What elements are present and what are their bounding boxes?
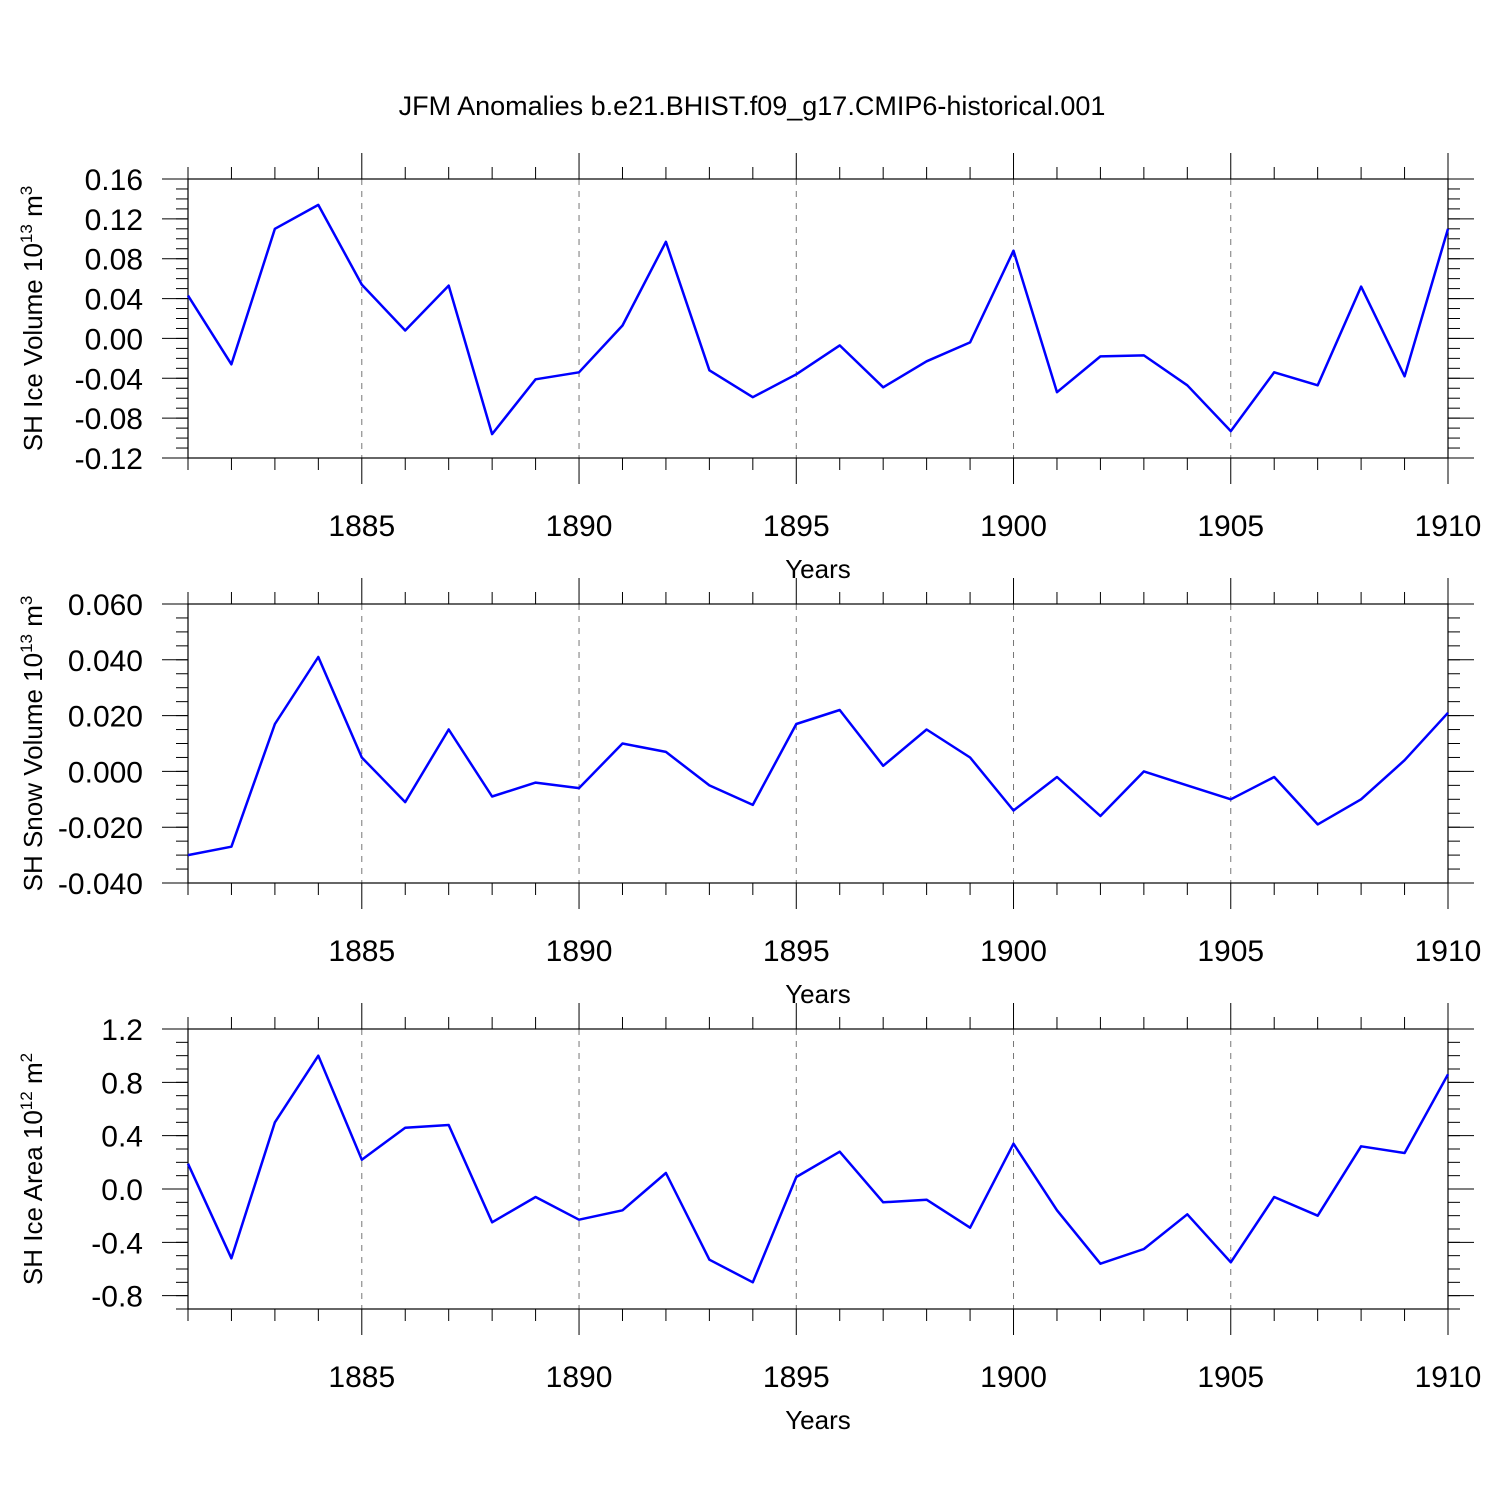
series-line-snow-volume: [187, 655, 1449, 857]
x-tick-label: 1905: [1197, 935, 1264, 968]
x-tick-label: 1900: [980, 1361, 1047, 1394]
plot-frame: [187, 603, 1449, 884]
y-tick-label: -0.8: [91, 1281, 143, 1314]
plot-frame: [187, 1028, 1449, 1310]
x-tick-label: 1895: [763, 935, 830, 968]
x-tick-label: 1890: [546, 1361, 613, 1394]
y-tick-label: 0.12: [85, 204, 143, 237]
x-tick-label: 1905: [1197, 510, 1264, 543]
y-tick-label: 1.2: [101, 1014, 143, 1047]
chart-title: JFM Anomalies b.e21.BHIST.f09_g17.CMIP6-…: [399, 91, 1106, 121]
x-tick-label: 1890: [546, 935, 613, 968]
y-tick-label: 0.08: [85, 244, 143, 277]
x-tick-label: 1885: [328, 510, 395, 543]
x-tick-label: 1910: [1415, 935, 1482, 968]
y-tick-label: 0.8: [101, 1067, 143, 1100]
y-tick-label: 0.040: [68, 645, 143, 678]
x-axis-title: Years: [785, 1405, 851, 1435]
panel-ice-volume: -0.12 -0.08 -0.04 0.00 0.04 0.08 0.12 0.16 1885 1…: [17, 153, 1481, 584]
y-tick-label: 0.020: [68, 701, 143, 734]
x-axis-title: Years: [785, 979, 851, 1009]
y-tick-label: -0.020: [58, 812, 143, 845]
y-axis-title: SH Snow Volume 1013 m3: [17, 596, 48, 892]
x-tick-label: 1910: [1415, 510, 1482, 543]
series-line-ice-area: [186, 1054, 1450, 1284]
y-tick-label: -0.4: [91, 1227, 143, 1260]
x-axis-title: Years: [785, 554, 851, 584]
y-axis-title: SH Ice Area 1012 m2: [17, 1053, 48, 1285]
x-tick-label: 1895: [763, 510, 830, 543]
y-tick-label: -0.04: [75, 363, 143, 396]
x-tick-label: 1885: [328, 1361, 395, 1394]
x-tick-label: 1905: [1197, 1361, 1264, 1394]
y-tick-label: 0.04: [85, 284, 143, 317]
x-tick-label: 1890: [546, 510, 613, 543]
x-tick-label: 1900: [980, 935, 1047, 968]
y-tick-label: -0.08: [75, 403, 143, 436]
series-line-ice-volume: [186, 203, 1450, 436]
y-tick-label: 0.0: [101, 1174, 143, 1207]
y-tick-label: 0.16: [85, 164, 143, 197]
panel-snow-volume: -0.040 -0.020 0.000 0.020 0.040 0.060 1885 1890…: [17, 578, 1481, 1009]
y-axis-title: SH Ice Volume 1013 m3: [17, 186, 48, 451]
y-tick-label: 0.4: [101, 1121, 143, 1154]
x-tick-label: 1885: [328, 935, 395, 968]
y-tick-label: 0.00: [85, 323, 143, 356]
y-tick-label: -0.12: [75, 443, 143, 476]
plot-frame: [187, 178, 1449, 459]
x-tick-label: 1910: [1415, 1361, 1482, 1394]
panel-ice-area: -0.8 -0.4 0.0 0.4 0.8 1.2 1885 1890 1895 1900 1905…: [17, 1003, 1481, 1435]
y-tick-label: -0.040: [58, 868, 143, 901]
x-tick-label: 1895: [763, 1361, 830, 1394]
x-tick-label: 1900: [980, 510, 1047, 543]
y-tick-label: 0.000: [68, 756, 143, 789]
y-tick-label: 0.060: [68, 589, 143, 622]
